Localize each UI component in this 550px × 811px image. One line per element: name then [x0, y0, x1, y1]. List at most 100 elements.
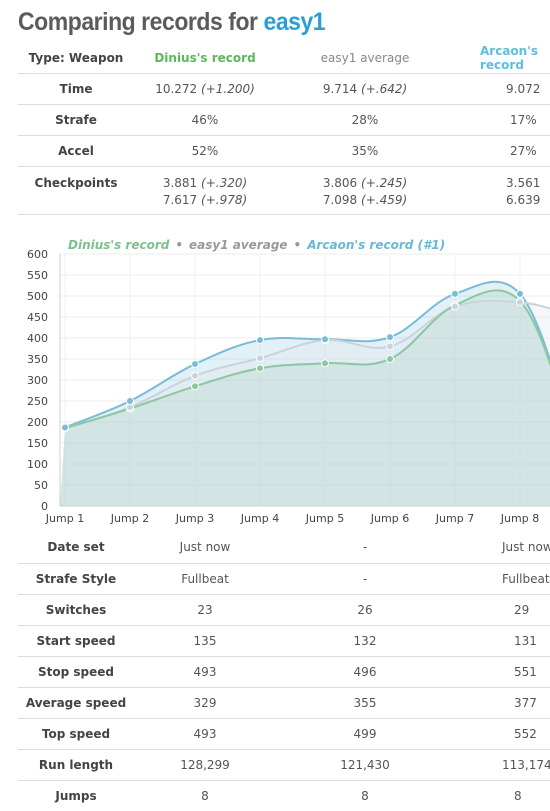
cell: 3.881 (+.320) 7.617 (+.978) — [134, 166, 276, 215]
cell: 26 — [276, 593, 454, 625]
map-name-link[interactable]: easy1 — [263, 8, 326, 36]
cell: - — [362, 540, 368, 555]
series-area-1 — [60, 300, 550, 506]
data-point — [516, 289, 524, 298]
cell: 9.072 — [454, 73, 550, 105]
table-row-checkpoints: Checkpoints 3.881 (+.320) 7.617 (+.978) … — [18, 166, 550, 215]
y-tick-label: 600 — [27, 248, 48, 261]
cell: 499 — [276, 717, 454, 749]
table-row: Strafe Style Fullbeat - Fullbeat — [18, 562, 550, 594]
chart-legend: Dinius's record • easy1 average • Arcaon's r… — [68, 238, 445, 252]
col-header-average: easy1 average — [320, 50, 410, 65]
title-prefix: Comparing records for — [18, 8, 264, 36]
page-title: Comparing records for easy1 — [18, 8, 326, 37]
legend-separator: • — [175, 238, 184, 252]
cell: Fullbeat — [134, 562, 276, 594]
details-table: Date set Just now - Just now Strafe Style Ful… — [18, 532, 550, 811]
data-point — [256, 354, 264, 363]
cell: 29 — [454, 593, 550, 625]
row-label: Run length — [18, 748, 134, 780]
table-row: Time 10.272 (+1.200) 9.714 (+.642) 9.072 — [18, 73, 550, 105]
cell: 35% — [276, 135, 454, 167]
x-tick-label: Jump 7 — [435, 512, 474, 525]
data-point — [256, 364, 264, 373]
cell: 131 — [454, 624, 550, 656]
data-point — [321, 359, 329, 368]
cell: 113,174 — [454, 748, 550, 780]
legend-dinius[interactable]: Dinius's record — [68, 238, 170, 252]
y-tick-label: 500 — [27, 290, 48, 303]
y-tick-label: 450 — [27, 311, 48, 324]
summary-table: Type: Weapon Dinius's record easy1 avera… — [18, 42, 550, 215]
x-tick-label: Jump 3 — [175, 512, 214, 525]
col-header-arcaon[interactable]: Arcaon's record — [480, 43, 539, 72]
y-tick-label: 400 — [27, 332, 48, 345]
y-tick-label: 200 — [27, 416, 48, 429]
row-label: Jumps — [18, 779, 134, 811]
cell: 17% — [454, 104, 550, 136]
data-point — [191, 371, 199, 380]
jump-speed-chart: 0 50 100 150 200 250 300 350 400 450 500 550 600 Jump… — [27, 248, 550, 525]
cell: 135 — [134, 624, 276, 656]
cell: 8 — [134, 779, 276, 811]
cell: 132 — [276, 624, 454, 656]
table-row: Jumps 8 8 8 — [18, 779, 550, 811]
data-point — [451, 302, 459, 311]
cell: 493 — [134, 655, 276, 687]
data-point — [516, 298, 524, 307]
y-tick-label: 550 — [27, 269, 48, 282]
cell: Just now — [502, 540, 550, 555]
row-label: Top speed — [18, 717, 134, 749]
data-point — [386, 333, 394, 342]
table-row: Strafe 46% 28% 17% — [18, 104, 550, 136]
row-label: Average speed — [18, 686, 134, 718]
y-tick-label: 0 — [41, 500, 48, 513]
data-point — [126, 397, 134, 405]
y-tick-label: 150 — [27, 437, 48, 450]
row-label: Accel — [18, 135, 134, 167]
data-point — [256, 336, 264, 345]
cell: 8 — [276, 779, 454, 811]
row-label: Strafe Style — [18, 562, 134, 594]
data-point — [191, 382, 199, 391]
data-point — [321, 335, 329, 344]
table-row: Average speed 329 355 377 — [18, 686, 550, 718]
legend-average[interactable]: easy1 average — [189, 238, 288, 252]
table-row: Top speed 493 499 552 — [18, 717, 550, 749]
row-label: Date set — [47, 540, 105, 555]
cell: 552 — [454, 717, 550, 749]
data-point — [451, 289, 459, 298]
row-label: Time — [18, 73, 134, 105]
cell: 23 — [134, 593, 276, 625]
table-row: Stop speed 493 496 551 — [18, 655, 550, 687]
cell: 355 — [276, 686, 454, 718]
x-tick-label: Jump 1 — [45, 512, 84, 525]
legend-arcaon[interactable]: Arcaon's record (#1) — [307, 238, 446, 252]
series-area-0 — [60, 290, 550, 506]
cell: 329 — [134, 686, 276, 718]
legend-separator: • — [293, 238, 302, 252]
cell: Just now — [179, 540, 231, 555]
data-point — [386, 355, 394, 363]
data-point — [191, 360, 199, 369]
cell: 128,299 — [134, 748, 276, 780]
row-label: Switches — [18, 593, 134, 625]
cell: 3.806 (+.245) 7.098 (+.459) — [276, 166, 454, 215]
cell: 377 — [454, 686, 550, 718]
cell: 121,430 — [276, 748, 454, 780]
cell: 9.714 (+.642) — [276, 73, 454, 105]
type-label: Type: Weapon — [28, 50, 124, 65]
cell: 493 — [134, 717, 276, 749]
data-point — [386, 342, 394, 351]
y-tick-label: 50 — [34, 479, 48, 492]
col-header-dinius[interactable]: Dinius's record — [154, 50, 256, 65]
cell: 551 — [454, 655, 550, 687]
row-label: Strafe — [18, 104, 134, 136]
data-point — [61, 423, 69, 432]
y-tick-label: 350 — [27, 353, 48, 366]
cell: 28% — [276, 104, 454, 136]
table-row: Start speed 135 132 131 — [18, 624, 550, 656]
cell: Fullbeat — [454, 562, 550, 594]
cell: 496 — [276, 655, 454, 687]
y-tick-label: 100 — [27, 458, 48, 471]
